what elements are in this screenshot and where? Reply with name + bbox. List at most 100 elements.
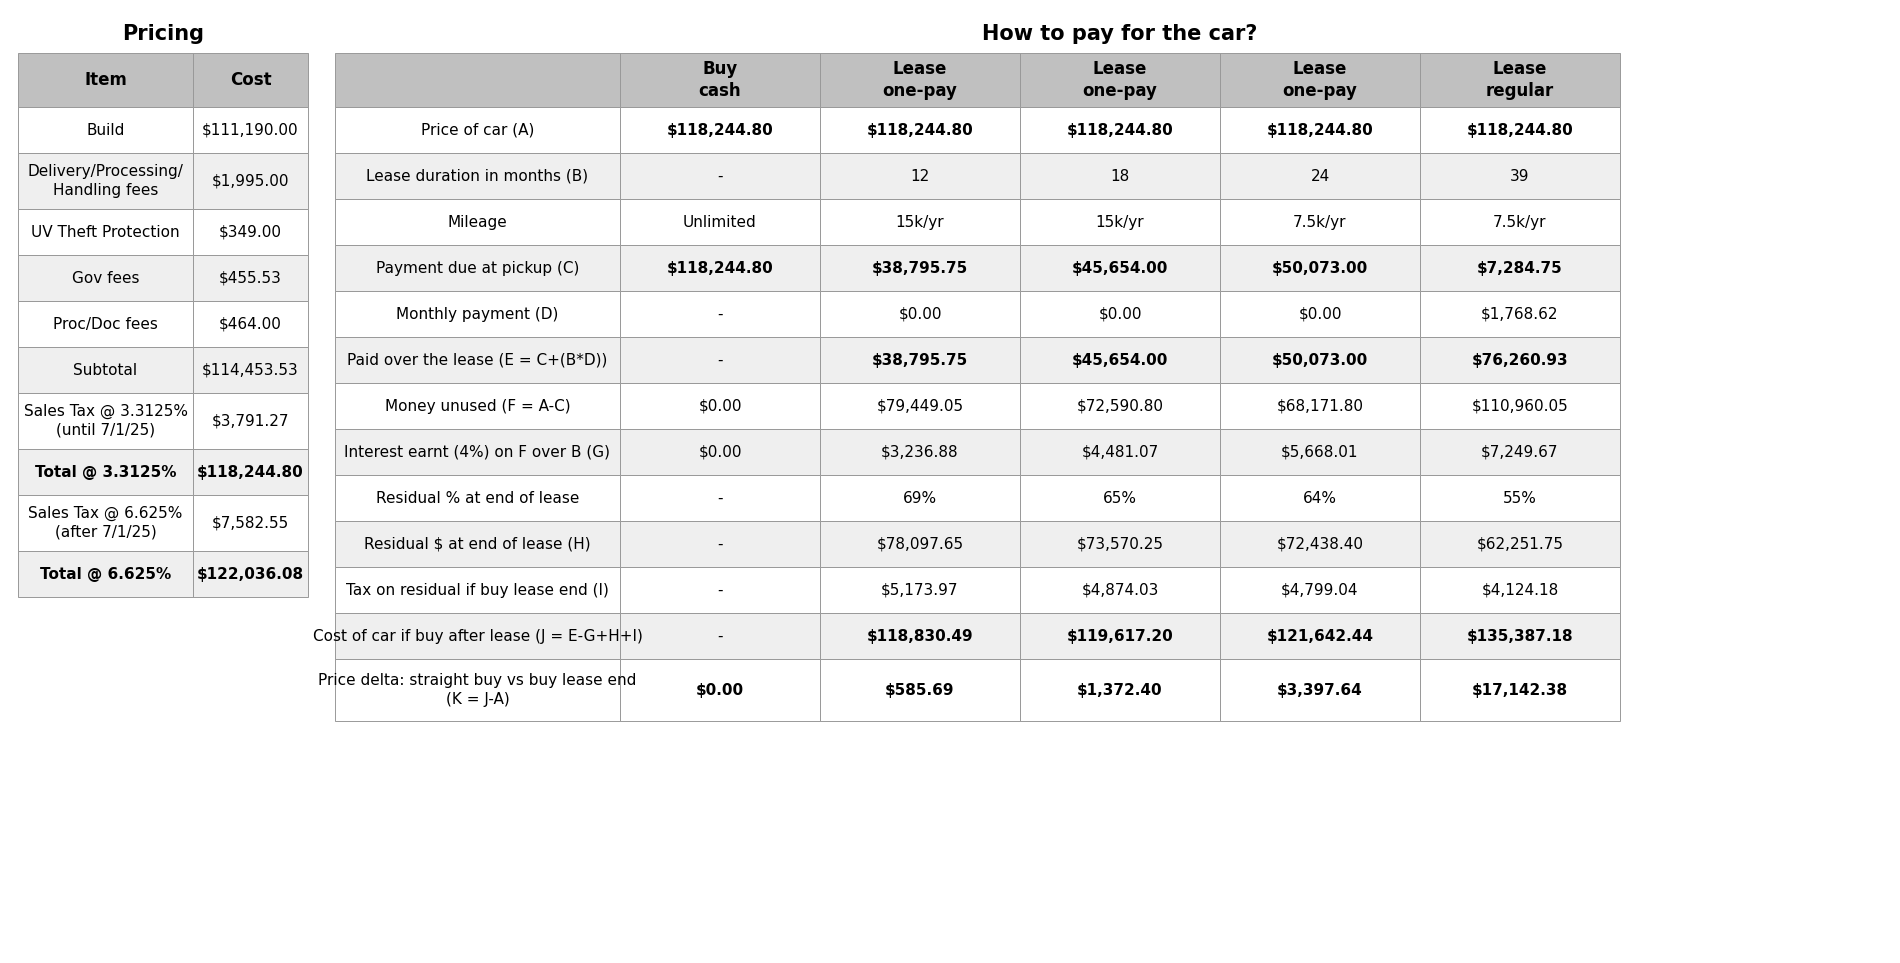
Text: $118,244.80: $118,244.80	[667, 122, 773, 138]
Text: Gov fees: Gov fees	[72, 271, 139, 285]
Bar	[194, 551, 308, 597]
Text: Price delta: straight buy vs buy lease end
(K = J-A): Price delta: straight buy vs buy lease e…	[319, 673, 636, 707]
Bar	[1419, 613, 1621, 659]
Bar	[194, 449, 308, 495]
Bar	[1220, 199, 1419, 245]
Bar	[1220, 291, 1419, 337]
Bar	[1020, 659, 1220, 721]
Bar	[1020, 521, 1220, 567]
Text: 15k/yr: 15k/yr	[895, 215, 944, 229]
Bar	[821, 429, 1020, 475]
Bar	[1419, 53, 1621, 107]
Text: $118,244.80: $118,244.80	[866, 122, 973, 138]
Text: $5,668.01: $5,668.01	[1281, 445, 1358, 459]
Bar	[334, 245, 619, 291]
Bar	[334, 659, 619, 721]
Bar	[334, 153, 619, 199]
Bar	[1220, 245, 1419, 291]
Bar	[821, 567, 1020, 613]
Text: Payment due at pickup (C): Payment due at pickup (C)	[376, 261, 580, 275]
Bar	[821, 153, 1020, 199]
Text: $72,590.80: $72,590.80	[1077, 399, 1163, 413]
Text: Buy
cash: Buy cash	[699, 60, 741, 100]
Bar	[1220, 337, 1419, 383]
Text: Paid over the lease (E = C+(B*D)): Paid over the lease (E = C+(B*D))	[348, 352, 608, 368]
Text: $5,173.97: $5,173.97	[882, 583, 960, 597]
Text: $118,830.49: $118,830.49	[866, 629, 973, 643]
Text: Proc/Doc fees: Proc/Doc fees	[53, 317, 158, 331]
Text: -: -	[718, 583, 722, 597]
Text: $7,582.55: $7,582.55	[213, 515, 289, 531]
Text: 65%: 65%	[1104, 490, 1136, 506]
Text: $4,799.04: $4,799.04	[1281, 583, 1358, 597]
Bar	[1419, 245, 1621, 291]
Text: Lease duration in months (B): Lease duration in months (B)	[367, 169, 589, 184]
Bar	[619, 291, 821, 337]
Text: Interest earnt (4%) on F over B (G): Interest earnt (4%) on F over B (G)	[344, 445, 610, 459]
Bar	[1220, 613, 1419, 659]
Text: $0.00: $0.00	[899, 306, 942, 322]
Bar	[194, 255, 308, 301]
Text: 15k/yr: 15k/yr	[1096, 215, 1144, 229]
Bar	[1220, 153, 1419, 199]
Bar	[1220, 567, 1419, 613]
Text: $7,284.75: $7,284.75	[1476, 261, 1564, 275]
Text: Cost: Cost	[230, 71, 272, 89]
Bar	[619, 153, 821, 199]
Bar	[1020, 429, 1220, 475]
Text: Item: Item	[84, 71, 127, 89]
Text: Tax on residual if buy lease end (I): Tax on residual if buy lease end (I)	[346, 583, 608, 597]
Bar	[17, 153, 194, 209]
Text: $3,397.64: $3,397.64	[1277, 683, 1362, 697]
Bar	[17, 255, 194, 301]
Text: $349.00: $349.00	[218, 224, 281, 240]
Bar	[194, 393, 308, 449]
Text: $118,244.80: $118,244.80	[198, 464, 304, 480]
Bar	[17, 209, 194, 255]
Text: $73,570.25: $73,570.25	[1077, 536, 1163, 552]
Text: Cost of car if buy after lease (J = E-G+H+I): Cost of car if buy after lease (J = E-G+…	[314, 629, 642, 643]
Text: Lease
one-pay: Lease one-pay	[1083, 60, 1157, 100]
Text: -: -	[718, 536, 722, 552]
Bar	[619, 383, 821, 429]
Bar	[1419, 199, 1621, 245]
Bar	[334, 429, 619, 475]
Bar	[821, 475, 1020, 521]
Text: 18: 18	[1110, 169, 1130, 184]
Bar	[17, 107, 194, 153]
Text: 55%: 55%	[1503, 490, 1537, 506]
Text: 12: 12	[910, 169, 929, 184]
Bar	[1419, 659, 1621, 721]
Bar	[194, 301, 308, 347]
Text: $111,190.00: $111,190.00	[201, 122, 298, 138]
Text: 39: 39	[1510, 169, 1530, 184]
Text: 24: 24	[1311, 169, 1330, 184]
Bar	[1020, 153, 1220, 199]
Bar	[194, 209, 308, 255]
Text: $121,642.44: $121,642.44	[1267, 629, 1374, 643]
Bar	[194, 53, 308, 107]
Bar	[821, 337, 1020, 383]
Text: Residual $ at end of lease (H): Residual $ at end of lease (H)	[365, 536, 591, 552]
Bar	[821, 53, 1020, 107]
Text: 69%: 69%	[902, 490, 937, 506]
Bar	[1220, 53, 1419, 107]
Bar	[1419, 567, 1621, 613]
Text: $1,372.40: $1,372.40	[1077, 683, 1163, 697]
Bar	[1419, 291, 1621, 337]
Bar	[194, 347, 308, 393]
Text: $464.00: $464.00	[218, 317, 281, 331]
Bar	[1419, 153, 1621, 199]
Text: 7.5k/yr: 7.5k/yr	[1294, 215, 1347, 229]
Bar	[1020, 567, 1220, 613]
Bar	[619, 199, 821, 245]
Bar	[1419, 383, 1621, 429]
Text: $135,387.18: $135,387.18	[1467, 629, 1573, 643]
Text: $122,036.08: $122,036.08	[198, 566, 304, 582]
Bar	[334, 383, 619, 429]
Text: Delivery/Processing/
Handling fees: Delivery/Processing/ Handling fees	[28, 165, 184, 197]
Text: $118,244.80: $118,244.80	[667, 261, 773, 275]
Text: -: -	[718, 352, 722, 368]
Text: $17,142.38: $17,142.38	[1472, 683, 1567, 697]
Text: -: -	[718, 490, 722, 506]
